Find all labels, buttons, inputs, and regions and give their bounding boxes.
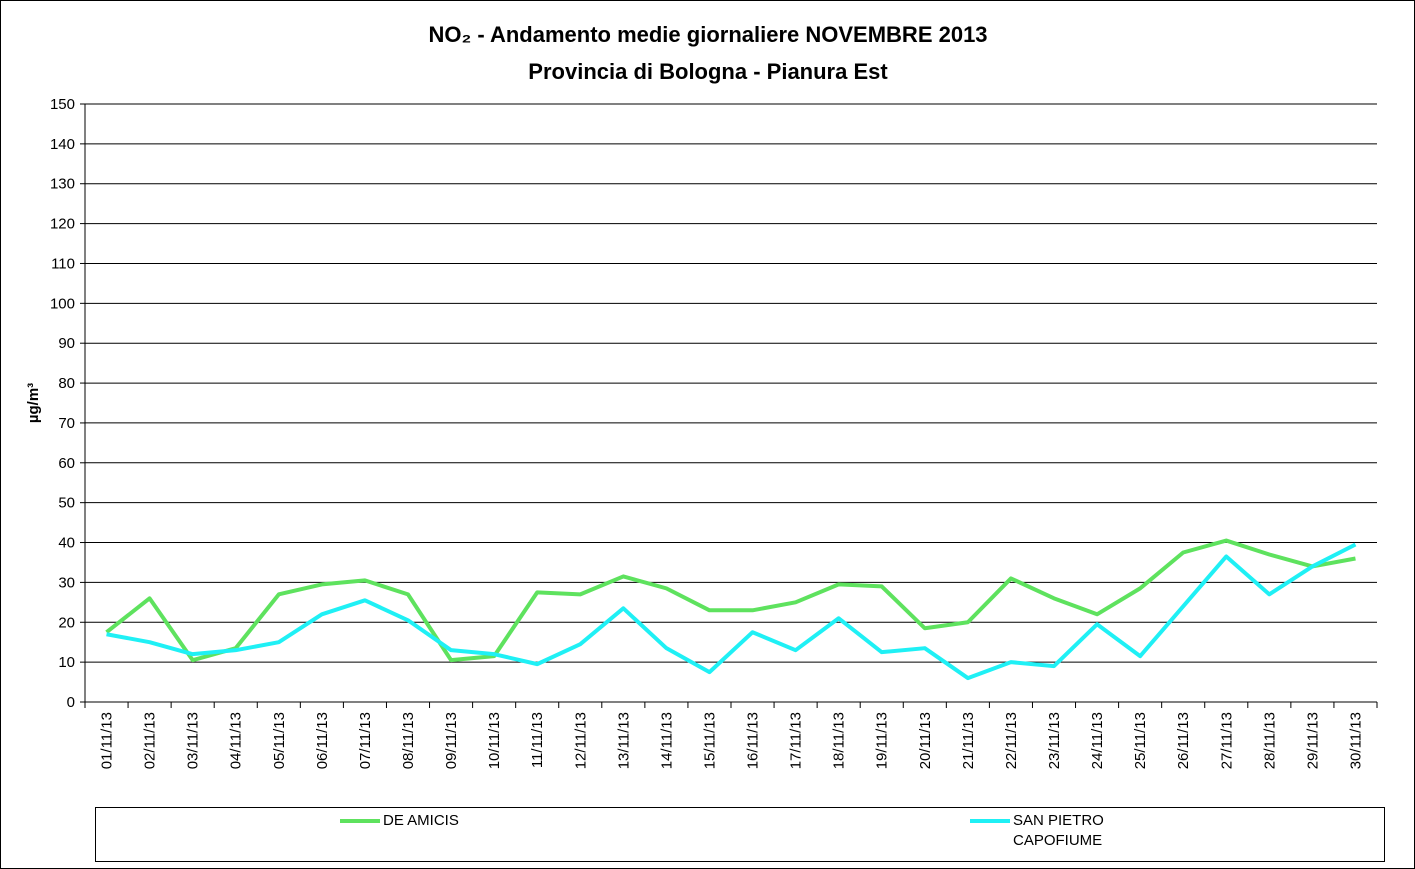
x-tick-label: 27/11/13 [1218,712,1235,769]
x-tick-label: 10/11/13 [486,712,503,769]
x-tick-label: 13/11/13 [615,712,632,769]
x-tick-label: 30/11/13 [1347,712,1364,769]
x-tick-label: 15/11/13 [701,712,718,769]
x-tick-label: 24/11/13 [1089,712,1106,769]
x-tick-label: 25/11/13 [1132,712,1149,769]
x-tick-label: 21/11/13 [960,712,977,769]
x-tick-label: 05/11/13 [271,712,288,769]
x-tick-label: 03/11/13 [185,712,202,769]
y-tick-label: 130 [50,176,75,193]
y-tick-label: 60 [58,455,75,472]
y-tick-label: 150 [50,96,75,113]
y-axis-label: µg/m³ [25,383,42,423]
x-tick-label: 02/11/13 [142,712,159,769]
y-tick-label: 70 [58,415,75,432]
y-tick-label: 20 [58,614,75,631]
y-tick-label: 40 [58,535,75,552]
legend-box [95,807,1385,862]
y-tick-label: 140 [50,136,75,153]
y-tick-label: 120 [50,216,75,233]
chart-subtitle: Provincia di Bologna - Pianura Est [528,59,888,84]
y-tick-label: 110 [51,255,75,272]
y-tick-label: 100 [50,295,75,312]
y-tick-label: 10 [58,654,75,671]
y-tick-label: 50 [58,495,75,512]
x-tick-label: 20/11/13 [917,712,934,769]
x-tick-label: 14/11/13 [658,712,675,769]
x-tick-label: 22/11/13 [1003,712,1020,769]
x-tick-label: 17/11/13 [788,712,805,769]
x-tick-label: 01/11/13 [99,712,116,769]
legend-label: DE AMICIS [383,812,459,829]
x-tick-label: 08/11/13 [400,712,417,769]
y-tick-label: 90 [58,335,75,352]
x-tick-label: 28/11/13 [1261,712,1278,769]
legend-label: SAN PIETRO CAPOFIUME [1013,812,1104,849]
x-tick-label: 12/11/13 [572,712,589,769]
x-tick-label: 23/11/13 [1046,712,1063,769]
series-line [105,538,1356,663]
x-tick-label: 04/11/13 [228,712,245,769]
x-tick-label: 09/11/13 [443,712,460,769]
x-tick-label: 18/11/13 [831,712,848,769]
x-tick-label: 07/11/13 [357,712,374,769]
series-line [106,542,1357,681]
y-tick-label: 30 [58,574,75,591]
chart-title: NO₂ - Andamento medie giornaliere NOVEMB… [428,22,987,47]
x-tick-label: 16/11/13 [745,712,762,769]
x-tick-label: 06/11/13 [314,712,331,769]
x-tick-label: 26/11/13 [1175,712,1192,769]
x-tick-label: 11/11/13 [529,712,546,768]
x-tick-label: 29/11/13 [1304,712,1321,769]
x-tick-label: 19/11/13 [874,712,891,769]
y-tick-label: 80 [58,375,75,392]
y-tick-label: 0 [67,694,75,711]
